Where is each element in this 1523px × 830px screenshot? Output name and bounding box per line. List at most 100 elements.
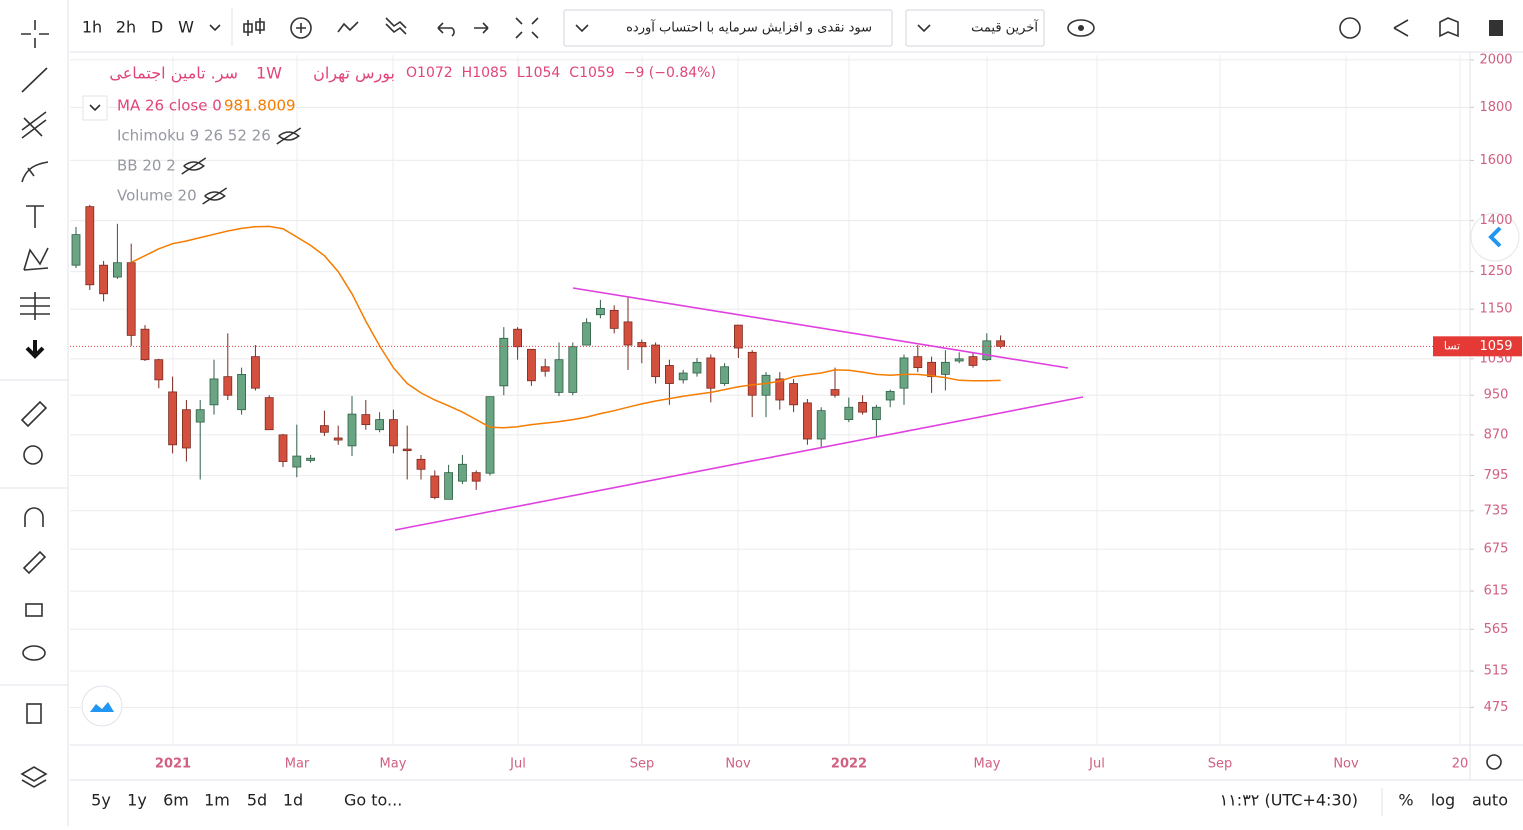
candle-body: [264, 397, 274, 431]
interval-button[interactable]: W: [178, 18, 194, 37]
indicator-icons[interactable]: [296, 17, 407, 35]
time-label: Jul: [509, 757, 526, 772]
candle-body: [596, 307, 605, 316]
candle-body: [582, 322, 591, 346]
candle-body: [872, 406, 881, 420]
price-type-dropdown[interactable]: [905, 9, 1045, 47]
hide-tool[interactable]: [22, 645, 46, 661]
lock-tool[interactable]: [25, 603, 43, 617]
adjustment-label: سود نقدی و افزایش سرمایه با احتساب آورده: [626, 19, 872, 36]
y-tick-label: 2000: [1479, 52, 1512, 67]
brush-tool[interactable]: [21, 161, 49, 183]
snapshot-button[interactable]: [1439, 17, 1459, 38]
scale-mode-button[interactable]: log: [1431, 791, 1455, 810]
time-label: 2021: [155, 757, 191, 772]
logo-button[interactable]: [81, 685, 123, 727]
ohlc-value: 1054: [525, 65, 561, 81]
arrow-tool[interactable]: [25, 340, 45, 359]
text-tool[interactable]: [26, 205, 44, 228]
indicators-button[interactable]: [290, 17, 312, 39]
candle-body: [623, 321, 633, 346]
legend-collapse[interactable]: [82, 95, 108, 121]
candle-body: [471, 472, 481, 482]
range-button[interactable]: 6m: [163, 791, 189, 810]
scale-mode-button[interactable]: auto: [1472, 791, 1508, 810]
y-tick-label: 475: [1484, 700, 1509, 715]
stay-drawing-tool[interactable]: [22, 550, 47, 575]
interval-button[interactable]: 1h: [82, 18, 102, 37]
ma-line: [130, 225, 1001, 429]
range-button[interactable]: 1m: [204, 791, 230, 810]
adjustment-dropdown[interactable]: [563, 9, 893, 47]
candle-body: [154, 359, 164, 381]
candle-body: [181, 409, 191, 449]
candle-body: [430, 475, 440, 498]
magnet-tool[interactable]: [24, 507, 44, 527]
candle-body: [789, 383, 798, 406]
range-button[interactable]: 5y: [91, 791, 111, 810]
hidden-eye-icon[interactable]: [181, 157, 207, 175]
layers-tool[interactable]: [20, 766, 48, 788]
delete-button[interactable]: [1489, 20, 1503, 36]
collapse-arrow: [89, 104, 101, 112]
exchange: بورس تهران: [313, 64, 395, 84]
zoom-tool[interactable]: [23, 445, 43, 465]
range-button[interactable]: 5d: [247, 791, 267, 810]
candle-body: [99, 264, 108, 295]
crosshair-tool[interactable]: [21, 20, 49, 48]
range-button[interactable]: 1y: [127, 791, 147, 810]
dropdown-arrow: [575, 24, 589, 33]
candle-body: [388, 419, 398, 447]
y-tick-label: 1400: [1479, 213, 1512, 228]
undo-button[interactable]: [437, 22, 455, 37]
redo-button[interactable]: [474, 22, 489, 34]
scroll-arrow: [1488, 226, 1502, 248]
pattern-tool[interactable]: [23, 247, 49, 271]
candle-body: [306, 457, 316, 461]
candle-body: [457, 463, 467, 482]
legend: بورس تهران 1W سر. تامین اجتماعی O1072 H10…: [82, 64, 716, 205]
axis-settings[interactable]: [1486, 754, 1502, 770]
y-tick-label: 1800: [1479, 100, 1512, 115]
chart-type-button[interactable]: [243, 18, 265, 36]
interval-dropdown[interactable]: [209, 24, 221, 32]
fullscreen-button[interactable]: [515, 17, 539, 39]
candle-body: [195, 409, 205, 423]
time-label: May: [974, 757, 1001, 772]
hidden-eye-icon[interactable]: [276, 127, 302, 145]
ruler-tool[interactable]: [20, 400, 48, 428]
y-tick-label: 675: [1484, 542, 1509, 557]
range-button[interactable]: 1d: [283, 791, 303, 810]
candle-body: [140, 328, 150, 361]
interval-button[interactable]: D: [151, 18, 163, 37]
ma-value: 981.8009: [224, 97, 296, 115]
candle-body: [540, 366, 550, 372]
fib-tool[interactable]: [21, 111, 47, 139]
candle-body: [333, 437, 343, 441]
candle-body: [499, 337, 509, 387]
share-button[interactable]: [1393, 19, 1409, 37]
interval-button[interactable]: 2h: [116, 18, 136, 37]
candle-body: [609, 309, 619, 329]
trendline-tool[interactable]: [21, 67, 48, 93]
scroll-right-button[interactable]: [1470, 212, 1520, 262]
trendline-drawing[interactable]: [572, 287, 1069, 369]
time-label: Jul: [1088, 757, 1105, 772]
trendline-drawing[interactable]: [394, 396, 1084, 531]
candle-body: [734, 324, 743, 349]
candle-body: [554, 359, 564, 393]
candle-body: [747, 351, 757, 396]
ma-label: MA 26 close 0: [117, 97, 222, 115]
prediction-tool[interactable]: [20, 292, 50, 320]
dropdown-arrow: [917, 24, 931, 33]
settings-button[interactable]: [1339, 17, 1361, 39]
visibility-button[interactable]: [1067, 19, 1095, 37]
delete-tool[interactable]: [26, 703, 42, 724]
candle-body: [113, 262, 122, 278]
y-tick-label: 515: [1484, 664, 1509, 679]
y-tick-label: 795: [1484, 468, 1509, 483]
goto-button[interactable]: Go to...: [344, 791, 402, 810]
scale-mode-button[interactable]: %: [1398, 791, 1413, 810]
hidden-eye-icon[interactable]: [202, 187, 228, 205]
